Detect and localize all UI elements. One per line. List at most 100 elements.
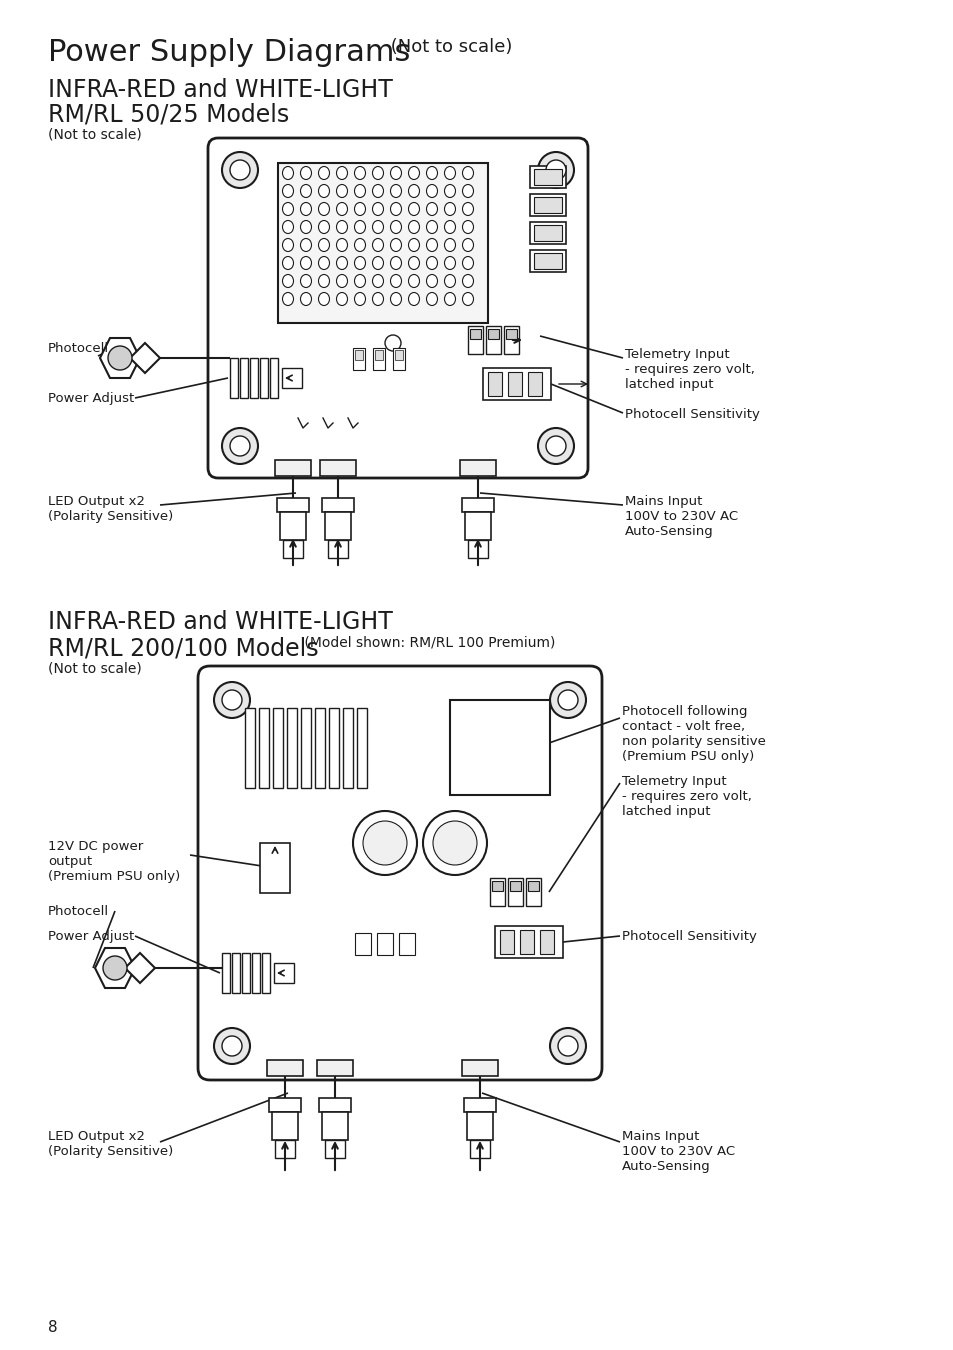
Ellipse shape	[390, 239, 401, 251]
Ellipse shape	[300, 239, 312, 251]
Bar	[230, 358, 237, 398]
Ellipse shape	[336, 256, 347, 270]
Bar	[482, 369, 551, 400]
Ellipse shape	[300, 220, 312, 234]
Ellipse shape	[408, 293, 419, 305]
Ellipse shape	[282, 166, 294, 180]
Ellipse shape	[372, 202, 383, 216]
Ellipse shape	[318, 166, 329, 180]
Ellipse shape	[372, 293, 383, 305]
Circle shape	[558, 1035, 578, 1056]
Ellipse shape	[355, 166, 365, 180]
Bar	[314, 707, 325, 788]
Ellipse shape	[390, 202, 401, 216]
Circle shape	[537, 428, 574, 464]
Bar	[355, 933, 371, 954]
Bar	[274, 460, 311, 477]
Ellipse shape	[318, 256, 329, 270]
Bar	[470, 329, 480, 339]
Circle shape	[422, 811, 486, 875]
Circle shape	[222, 1035, 242, 1056]
Bar	[519, 930, 534, 954]
Bar	[270, 358, 277, 398]
Bar	[530, 194, 565, 216]
Ellipse shape	[462, 293, 473, 305]
Circle shape	[433, 821, 476, 865]
Bar	[525, 878, 540, 906]
Ellipse shape	[462, 220, 473, 234]
Ellipse shape	[282, 239, 294, 251]
Bar	[467, 1112, 493, 1139]
Ellipse shape	[372, 256, 383, 270]
Ellipse shape	[300, 293, 312, 305]
Bar	[274, 1139, 294, 1158]
Ellipse shape	[355, 202, 365, 216]
Bar	[356, 707, 367, 788]
Bar	[530, 250, 565, 271]
Bar	[488, 329, 498, 339]
Bar	[269, 1098, 301, 1112]
Bar	[272, 1112, 297, 1139]
Ellipse shape	[462, 274, 473, 288]
Circle shape	[213, 682, 250, 718]
Bar	[488, 373, 501, 396]
Bar	[468, 325, 482, 354]
Text: Mains Input
100V to 230V AC
Auto-Sensing: Mains Input 100V to 230V AC Auto-Sensing	[621, 1130, 735, 1173]
Bar	[318, 1098, 351, 1112]
Bar	[534, 225, 561, 242]
Ellipse shape	[355, 220, 365, 234]
Bar	[277, 163, 488, 323]
Ellipse shape	[462, 185, 473, 197]
Polygon shape	[100, 338, 140, 378]
Bar	[258, 707, 269, 788]
Bar	[355, 350, 363, 360]
Ellipse shape	[372, 239, 383, 251]
Ellipse shape	[444, 274, 455, 288]
Ellipse shape	[462, 256, 473, 270]
Bar	[470, 1139, 490, 1158]
Ellipse shape	[318, 185, 329, 197]
Bar	[459, 460, 496, 477]
Bar	[273, 707, 283, 788]
Ellipse shape	[390, 185, 401, 197]
Text: (Not to scale): (Not to scale)	[48, 128, 142, 142]
Ellipse shape	[318, 274, 329, 288]
Ellipse shape	[318, 202, 329, 216]
Ellipse shape	[318, 293, 329, 305]
Circle shape	[230, 436, 250, 456]
Ellipse shape	[408, 185, 419, 197]
Bar	[283, 540, 303, 558]
Bar	[301, 707, 311, 788]
Ellipse shape	[390, 293, 401, 305]
Ellipse shape	[444, 220, 455, 234]
Bar	[329, 707, 338, 788]
Bar	[260, 358, 268, 398]
Ellipse shape	[426, 202, 437, 216]
Bar	[282, 369, 302, 387]
Bar	[510, 882, 520, 891]
Ellipse shape	[372, 274, 383, 288]
Bar	[353, 348, 365, 370]
Bar	[507, 373, 521, 396]
Ellipse shape	[336, 239, 347, 251]
Circle shape	[363, 821, 407, 865]
Ellipse shape	[372, 166, 383, 180]
Bar	[245, 707, 254, 788]
Bar	[530, 221, 565, 244]
Circle shape	[213, 1027, 250, 1064]
Text: Power Adjust: Power Adjust	[48, 392, 134, 405]
Text: (Model shown: RM/RL 100 Premium): (Model shown: RM/RL 100 Premium)	[299, 636, 555, 649]
Circle shape	[558, 690, 578, 710]
Bar	[322, 1112, 348, 1139]
Bar	[505, 329, 517, 339]
Bar	[490, 878, 504, 906]
Ellipse shape	[300, 166, 312, 180]
Text: (Not to scale): (Not to scale)	[48, 662, 142, 675]
Text: Power Adjust: Power Adjust	[48, 930, 134, 944]
Ellipse shape	[300, 274, 312, 288]
Bar	[534, 197, 561, 213]
Ellipse shape	[300, 185, 312, 197]
Ellipse shape	[426, 239, 437, 251]
Ellipse shape	[426, 256, 437, 270]
Ellipse shape	[282, 293, 294, 305]
